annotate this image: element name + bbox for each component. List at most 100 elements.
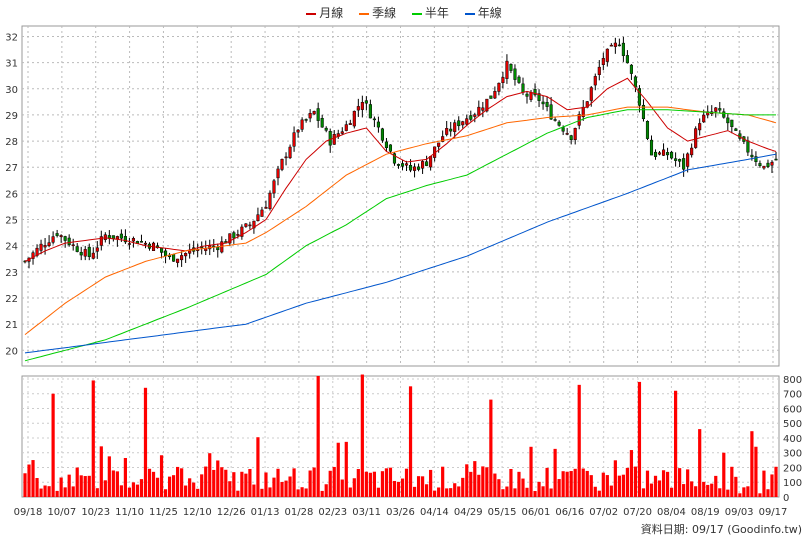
volume-bar xyxy=(613,460,617,497)
candle xyxy=(300,117,304,132)
candle-body xyxy=(356,106,360,111)
volume-bar xyxy=(292,468,296,497)
volume-bar xyxy=(272,477,276,497)
candle xyxy=(557,120,561,127)
volume-bar xyxy=(123,458,128,497)
volume-bar xyxy=(665,471,670,497)
volume-bar xyxy=(151,471,156,497)
candle-body xyxy=(228,233,232,244)
volume-bar xyxy=(288,476,292,497)
volume-bar xyxy=(754,446,758,497)
volume-bar xyxy=(264,472,268,497)
volume-bar xyxy=(167,476,172,497)
volume-bar xyxy=(224,469,228,497)
volume-bar xyxy=(67,474,71,497)
volume-bar xyxy=(694,486,698,497)
candle-body xyxy=(670,151,674,159)
candle xyxy=(649,135,654,156)
volume-bar xyxy=(252,484,256,497)
volume-bar xyxy=(408,386,413,497)
legend-yearly: 年線 xyxy=(464,4,502,21)
candle xyxy=(340,127,344,136)
candle-body xyxy=(714,107,718,112)
candle xyxy=(316,102,320,128)
candle-body xyxy=(629,64,633,74)
candle-body xyxy=(340,131,344,134)
legend-quarterly-label: 季線 xyxy=(372,6,397,20)
candle xyxy=(754,151,758,167)
volume-bar xyxy=(43,485,47,497)
candle-body xyxy=(408,165,413,171)
candle-body xyxy=(324,127,328,131)
volume-bar xyxy=(517,471,521,497)
data-date-value: 09/17 xyxy=(692,523,724,536)
volume-bar xyxy=(119,485,123,497)
price-tick-label: 31 xyxy=(5,59,18,70)
ma-line-2 xyxy=(24,109,776,362)
candle xyxy=(501,71,505,89)
volume-bar xyxy=(127,487,132,497)
candle-body xyxy=(360,102,364,110)
x-tick-label: 11/10 xyxy=(115,507,144,518)
volume-bar xyxy=(180,468,184,497)
candle xyxy=(404,160,409,172)
candle-body xyxy=(565,133,569,135)
candle-body xyxy=(55,233,59,236)
candle xyxy=(694,126,698,149)
candle-body xyxy=(31,252,35,259)
candle-body xyxy=(657,152,662,155)
candle xyxy=(264,200,268,209)
candle xyxy=(718,101,722,114)
volume-bar xyxy=(714,475,718,497)
candle-body xyxy=(746,140,750,153)
volume-bar xyxy=(99,446,103,497)
price-tick-label: 23 xyxy=(5,268,18,279)
candle-body xyxy=(445,128,449,135)
candle xyxy=(228,233,232,247)
candle-body xyxy=(545,102,549,107)
candle xyxy=(51,231,55,245)
x-tick-label: 10/23 xyxy=(81,507,110,518)
candle-body xyxy=(641,104,646,120)
candle xyxy=(372,116,376,128)
candle-body xyxy=(649,139,654,156)
volume-bar xyxy=(750,431,754,497)
volume-bar xyxy=(698,429,702,497)
candle xyxy=(674,152,678,167)
volume-bar xyxy=(304,488,308,497)
price-tick-label: 24 xyxy=(5,242,18,253)
candle xyxy=(593,73,597,91)
candle xyxy=(617,38,621,47)
candle xyxy=(670,150,674,160)
volume-bar xyxy=(115,471,119,497)
candle xyxy=(95,241,99,259)
candle xyxy=(609,43,613,47)
x-tick-label: 03/26 xyxy=(386,507,415,518)
candle xyxy=(457,116,461,131)
candle-body xyxy=(244,223,248,227)
volume-bar xyxy=(256,437,260,497)
candle-body xyxy=(489,95,493,99)
candle xyxy=(489,95,493,99)
candle-body xyxy=(172,254,176,262)
candle-body xyxy=(272,180,276,194)
candle-body xyxy=(497,82,501,92)
volume-bar xyxy=(412,486,417,497)
candle xyxy=(368,99,372,119)
volume-bar xyxy=(561,471,565,497)
candle xyxy=(284,152,288,166)
volume-bar xyxy=(344,441,348,497)
volume-bar xyxy=(593,486,597,497)
volume-bar xyxy=(682,484,686,497)
candle xyxy=(770,160,774,173)
candle xyxy=(565,127,569,136)
candle-body xyxy=(264,207,268,209)
candle-body xyxy=(87,246,91,257)
volume-bar xyxy=(396,481,401,497)
volume-bar xyxy=(356,469,360,497)
candle-body xyxy=(280,158,284,170)
candle-body xyxy=(505,60,509,79)
volume-bar xyxy=(449,488,453,497)
candle-body xyxy=(758,163,762,166)
volume-bar xyxy=(690,481,694,497)
